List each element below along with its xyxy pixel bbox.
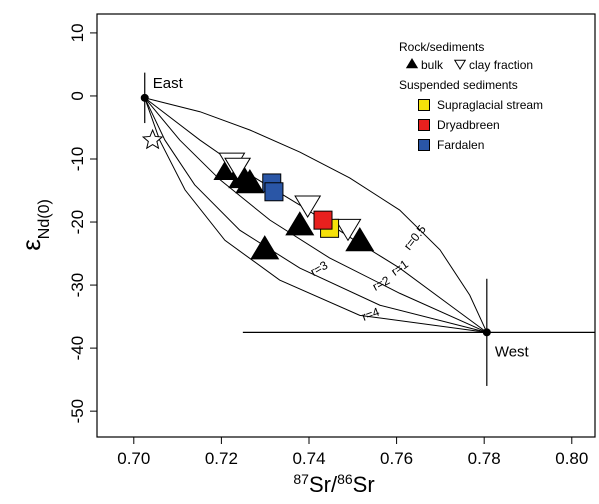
- y-tick-label: -30: [68, 273, 87, 298]
- y-axis-label: εNd(0): [16, 199, 53, 251]
- x-tick-label: 0.72: [205, 449, 238, 468]
- endmember-label: West: [495, 343, 530, 360]
- marker: [294, 195, 322, 218]
- mixing-curve: [144, 97, 487, 333]
- x-label-part: Sr/: [309, 472, 338, 497]
- mixing-curve: [144, 97, 488, 333]
- y-tick-label: -20: [68, 210, 87, 235]
- x-label-part: 86: [337, 471, 353, 487]
- x-tick-label: 0.70: [117, 449, 150, 468]
- curve-label: r=0.5: [401, 222, 429, 253]
- marker: [345, 226, 375, 252]
- x-tick-label: 0.74: [292, 449, 325, 468]
- endmember-label: East: [153, 75, 184, 92]
- y-label-part: ε: [16, 239, 46, 251]
- legend-label: bulk: [421, 58, 444, 72]
- marker: [313, 210, 333, 230]
- y-tick-label: -50: [68, 399, 87, 424]
- legend-label: clay fraction: [469, 58, 533, 72]
- x-label-part: 87: [293, 471, 309, 487]
- x-tick-label: 0.78: [468, 449, 501, 468]
- y-label-part: Nd(0): [36, 199, 53, 239]
- endmember-point: [482, 328, 491, 337]
- mixing-curve: [144, 97, 488, 333]
- x-tick-label: 0.80: [555, 449, 588, 468]
- legend-marker: [418, 99, 430, 111]
- plot-frame: [96, 13, 596, 438]
- legend-title: Rock/sediments: [399, 40, 484, 54]
- legend-marker: [418, 139, 430, 151]
- y-tick-label: 0: [68, 91, 87, 100]
- plot-area: [140, 72, 595, 386]
- y-tick-label: -10: [68, 147, 87, 172]
- legend-marker: [453, 59, 467, 70]
- x-label-part: Sr: [353, 472, 375, 497]
- marker: [334, 218, 362, 242]
- marker: [264, 182, 284, 202]
- legend-marker: [405, 58, 419, 69]
- marker: [224, 157, 252, 181]
- marker: [285, 211, 315, 236]
- marker: [250, 235, 280, 260]
- curve-label: r=4: [360, 305, 382, 324]
- legend-label: Dryadbreen: [437, 118, 500, 132]
- curve-label: r=1: [388, 257, 411, 279]
- curve-label: r=2: [370, 273, 392, 294]
- y-tick-label: -40: [68, 336, 87, 361]
- legend-marker: [418, 119, 430, 131]
- curve-label: r=3: [308, 258, 331, 279]
- legend-title: Suspended sediments: [399, 78, 518, 92]
- x-axis-label: 87Sr/86Sr: [293, 471, 374, 497]
- legend-label: Fardalen: [437, 138, 484, 152]
- x-tick-label: 0.76: [380, 449, 413, 468]
- marker: [235, 168, 265, 194]
- y-tick-label: 10: [68, 23, 87, 42]
- legend-label: Supraglacial stream: [437, 98, 543, 112]
- endmember-point: [140, 93, 149, 102]
- mixing-curve: [144, 97, 487, 333]
- marker: [141, 128, 164, 150]
